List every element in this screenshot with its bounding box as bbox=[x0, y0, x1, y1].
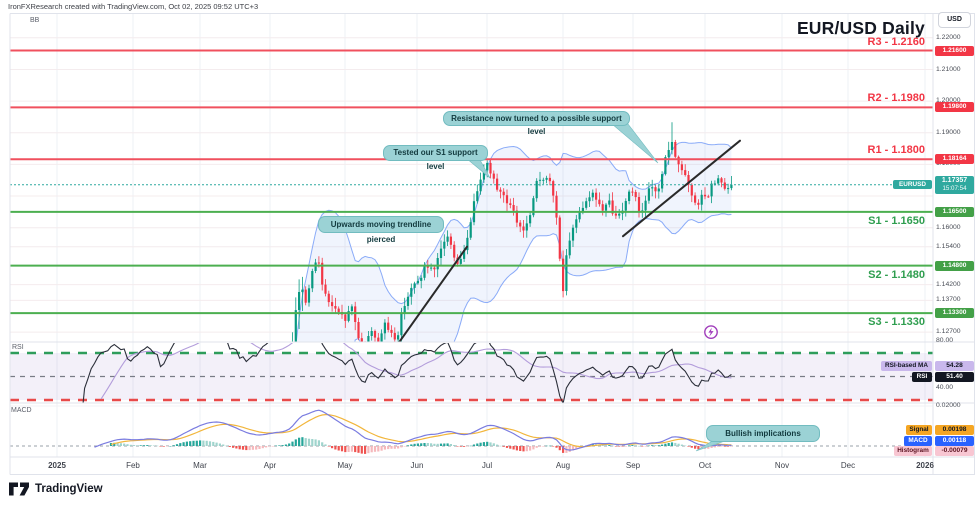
price-axis-tick: 1.20000 bbox=[936, 97, 961, 105]
level-label-s3: S3 - 1.1330 bbox=[868, 316, 925, 329]
trendlines[interactable] bbox=[398, 139, 741, 344]
price-axis-tick: 1.16000 bbox=[936, 223, 961, 231]
rsi-band-background bbox=[10, 351, 933, 402]
attribution-text: IronFXResearch created with TradingView.… bbox=[8, 2, 259, 11]
callout-resistance-support[interactable]: Resistance now turned to a possible supp… bbox=[443, 111, 630, 136]
price-axis-tick: 1.13700 bbox=[936, 296, 961, 304]
time-axis-label: Jul bbox=[481, 461, 493, 470]
symbol-title: EUR/USD Daily bbox=[796, 18, 925, 38]
time-axis-label: 2025 bbox=[48, 461, 66, 470]
time-axis-label: Nov bbox=[774, 461, 790, 470]
level-price-badge-r2: 1.19800 bbox=[935, 102, 974, 113]
time-axis-label: Oct bbox=[698, 461, 712, 470]
price-axis-tick: 1.15400 bbox=[936, 242, 961, 250]
bar-countdown: 15:07:54 bbox=[942, 185, 967, 192]
price-axis-tick: 1.22000 bbox=[936, 33, 961, 41]
time-axis-label: Mar bbox=[193, 461, 207, 470]
histogram-value-badge: -0.00079 bbox=[935, 446, 974, 456]
level-price-badge-s1: 1.16500 bbox=[935, 206, 974, 217]
signal-value-badge: 0.00198 bbox=[935, 425, 974, 435]
callout-trendline-pierced[interactable]: Upwards moving trendline pierced bbox=[318, 216, 444, 244]
rsi-plot[interactable] bbox=[58, 324, 732, 424]
tradingview-logo-icon bbox=[9, 482, 29, 496]
symbol-badge: EURUSD bbox=[893, 179, 932, 190]
price-axis-tick: 1.12700 bbox=[936, 328, 961, 336]
signal-label-badge: Signal bbox=[906, 425, 932, 435]
callout-tails bbox=[465, 123, 729, 452]
price-axis-tick: 1.21000 bbox=[936, 65, 961, 73]
rsi-ma-label-badge: RSI-based MA bbox=[881, 360, 932, 371]
time-axis-label: Feb bbox=[126, 461, 140, 470]
macd-axis-tick: 0.02000 bbox=[936, 402, 961, 409]
time-axis-label: Jun bbox=[410, 461, 424, 470]
level-price-badge-s2: 1.14800 bbox=[935, 260, 974, 271]
current-price-badge: 1.17357 15:07:54 bbox=[935, 175, 974, 194]
tradingview-logo-text: TradingView bbox=[35, 483, 103, 495]
price-axis-tick: 1.14200 bbox=[936, 280, 961, 288]
time-axis-label: 2026 bbox=[916, 461, 934, 470]
level-price-badge-r1: 1.18164 bbox=[935, 154, 974, 165]
bb-indicator-label: BB bbox=[30, 17, 40, 24]
time-axis-label: May bbox=[337, 461, 353, 470]
callout-bullish-implications[interactable]: Bullish implications bbox=[706, 425, 820, 442]
callout-tested-s1[interactable]: Tested our S1 support level bbox=[383, 145, 488, 171]
rsi-ma-value-badge: 54.28 bbox=[935, 360, 974, 371]
level-label-r3: R3 - 1.2160 bbox=[867, 35, 925, 48]
gridlines bbox=[10, 14, 933, 457]
macd-pane-label: MACD bbox=[11, 407, 32, 414]
currency-chip[interactable]: USD bbox=[938, 12, 971, 28]
bollinger-bands[interactable] bbox=[75, 141, 732, 507]
level-label-r2: R2 - 1.1980 bbox=[867, 92, 925, 105]
time-axis-label: Apr bbox=[263, 461, 277, 470]
price-axis-tick: 1.19000 bbox=[936, 128, 961, 136]
time-axis-label: Dec bbox=[840, 461, 856, 470]
macd-label-badge: MACD bbox=[904, 435, 932, 446]
current-price-value: 1.17357 bbox=[941, 176, 968, 184]
macd-value-badge: 0.00118 bbox=[935, 435, 974, 446]
pane-separators bbox=[9, 13, 975, 475]
tradingview-logo[interactable]: TradingView bbox=[8, 482, 103, 496]
rsi-axis-tick: 80.00 bbox=[936, 337, 954, 345]
rsi-axis-tick: 40.00 bbox=[936, 384, 954, 392]
level-price-badge-r3: 1.21600 bbox=[935, 45, 974, 56]
level-label-s2: S2 - 1.1480 bbox=[868, 268, 925, 281]
histogram-label-badge: Histogram bbox=[894, 446, 932, 456]
time-axis-label: Sep bbox=[625, 461, 641, 470]
level-label-r1: R1 - 1.1800 bbox=[867, 144, 925, 157]
rsi-value-badge: 51.40 bbox=[935, 371, 974, 382]
rsi-pane-label: RSI bbox=[12, 344, 24, 351]
time-axis-label: Aug bbox=[555, 461, 571, 470]
level-label-s1: S1 - 1.1650 bbox=[868, 214, 925, 227]
rsi-label-badge: RSI bbox=[912, 371, 932, 382]
level-price-badge-s3: 1.13300 bbox=[935, 308, 974, 319]
event-marker-icon[interactable] bbox=[704, 325, 718, 339]
